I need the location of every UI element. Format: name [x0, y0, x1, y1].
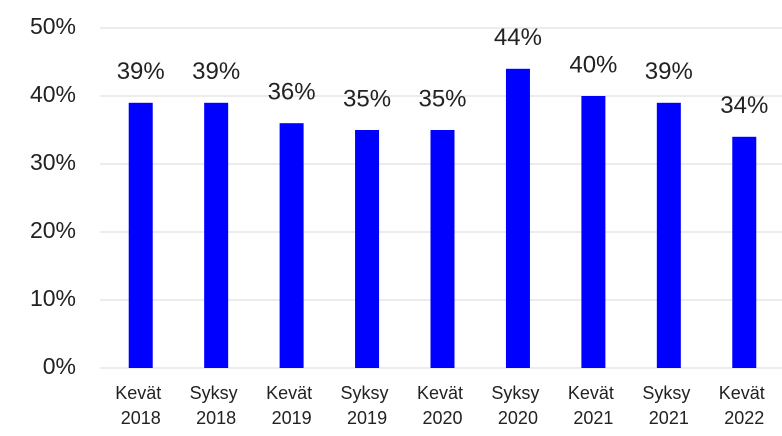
x-tick-label-line: 2020: [422, 408, 462, 428]
x-tick-label-line: Syksy: [341, 383, 394, 403]
x-tick-label-line: Syksy: [491, 383, 544, 403]
x-tick-label: Syksy 2019: [341, 383, 394, 428]
x-tick-label-line: 2019: [347, 408, 387, 428]
bar: [732, 136, 757, 368]
x-tick-label-line: Kevät: [266, 383, 317, 403]
x-tick-label-line: 2018: [121, 408, 161, 428]
bar: [505, 68, 530, 369]
x-tick-label: Kevät 2021: [568, 383, 619, 428]
value-label: 35%: [418, 85, 466, 112]
bar: [656, 102, 681, 369]
x-tick-label: Kevät 2022: [719, 383, 770, 428]
bar: [128, 102, 153, 369]
y-tick-label: 40%: [30, 81, 76, 107]
y-tick-label: 20%: [30, 217, 76, 243]
bar: [581, 96, 606, 368]
x-tick-label: Kevät 2018: [115, 383, 166, 428]
x-tick-label-line: Kevät: [719, 383, 770, 403]
value-label: 36%: [268, 79, 316, 106]
x-tick-label: Syksy 2018: [190, 383, 243, 428]
y-tick-label: 0%: [43, 353, 76, 379]
x-tick-label-line: Kevät: [568, 383, 619, 403]
x-tick-label-line: Kevät: [115, 383, 166, 403]
x-tick-label-line: 2019: [272, 408, 312, 428]
x-tick-label: Kevät 2020: [417, 383, 468, 428]
bar: [204, 102, 229, 369]
value-label: 44%: [494, 24, 542, 51]
value-label: 39%: [117, 58, 165, 85]
x-tick-label: Syksy 2020: [491, 383, 544, 428]
x-tick-label-line: 2021: [573, 408, 613, 428]
y-tick-label: 30%: [30, 149, 76, 175]
x-tick-label-line: 2022: [724, 408, 764, 428]
value-label: 40%: [569, 51, 617, 78]
x-tick-label: Kevät 2019: [266, 383, 317, 428]
bar: [430, 130, 455, 368]
x-tick-label-line: 2018: [196, 408, 236, 428]
value-label: 34%: [720, 92, 768, 119]
value-label: 39%: [645, 58, 693, 85]
value-label: 39%: [192, 58, 240, 85]
bar: [355, 130, 380, 368]
x-tick-label-line: 2021: [649, 408, 689, 428]
x-tick-label-line: Syksy: [190, 383, 243, 403]
bar: [279, 123, 304, 368]
x-tick-label-line: Syksy: [642, 383, 695, 403]
x-tick-label-line: Kevät: [417, 383, 468, 403]
x-tick-label: Syksy 2021: [642, 383, 695, 428]
y-tick-label: 50%: [30, 13, 76, 39]
value-label: 35%: [343, 85, 391, 112]
x-tick-label-line: 2020: [498, 408, 538, 428]
y-tick-label: 10%: [30, 285, 76, 311]
